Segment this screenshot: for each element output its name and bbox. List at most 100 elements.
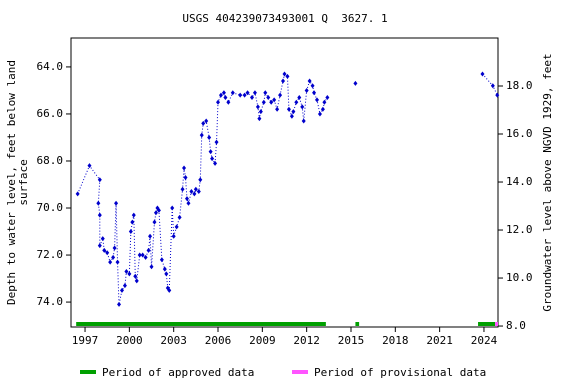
y-tick-label: 72.0 [37,248,64,261]
data-point [100,236,105,242]
y-tick-label: 66.0 [37,107,64,120]
data-point [162,266,167,272]
data-point [218,92,223,98]
data-point [97,212,102,218]
data-point [204,118,209,124]
data-point [130,219,135,225]
period-bar [76,322,326,326]
data-point [214,139,219,145]
data-point [223,94,228,100]
data-point [182,165,187,171]
data-point [210,156,215,162]
data-point [301,118,306,124]
data-point [245,90,250,96]
data-point [320,106,325,112]
data-point [156,207,161,213]
data-point [128,229,133,235]
data-point [286,106,291,112]
data-point [252,90,257,96]
data-point [124,269,129,275]
data-point [230,90,235,96]
y2-tick-label: 14.0 [506,175,533,188]
data-point [115,259,120,265]
data-point [153,210,158,216]
data-point [183,174,188,180]
data-point [226,99,231,105]
data-point [140,252,145,258]
legend-label: Period of provisional data [314,366,486,379]
x-tick-label: 2012 [293,334,320,347]
data-point [114,200,119,206]
data-point [192,191,197,197]
series-line [77,73,498,305]
data-point [278,92,283,98]
data-point [304,87,309,93]
data-point [87,163,92,169]
data-point [171,233,176,239]
period-bar [478,322,496,326]
data-point [221,90,226,96]
data-point [122,283,127,289]
x-tick-label: 2015 [338,334,365,347]
y-axis-label: Depth to water level, feet below land [5,60,18,305]
data-point [207,134,212,140]
y-tick-label: 74.0 [37,295,64,308]
data-point [263,90,268,96]
legend-label: Period of approved data [102,366,254,379]
data-point [164,271,169,277]
y2-tick-label: 18.0 [506,79,533,92]
data-point [199,132,204,138]
legend-swatch [292,370,308,374]
data-point [131,212,136,218]
data-point [300,104,305,110]
data-point [312,90,317,96]
y-axis-label: surface [17,159,30,205]
data-point [177,214,182,220]
data-point [148,233,153,239]
data-point [127,271,132,277]
data-point [186,200,191,206]
data-point [189,189,194,195]
data-point [269,99,274,105]
data-point [242,92,247,98]
data-point [96,200,101,206]
data-point [108,259,113,265]
data-point [159,257,164,263]
data-point [272,97,277,103]
data-point [193,186,198,192]
data-point [249,94,254,100]
legend-swatch [80,370,96,374]
data-point [146,247,151,253]
period-bar [495,322,498,326]
data-point [495,92,500,98]
x-tick-label: 2018 [382,334,409,347]
x-tick-label: 2000 [116,334,143,347]
data-point [134,278,139,284]
data-point [297,94,302,100]
data-point [258,109,263,115]
data-point [325,94,330,100]
data-point [97,243,102,249]
data-point [310,83,315,89]
data-point [170,205,175,211]
data-point [196,189,201,195]
data-point [216,99,221,105]
x-tick-label: 2009 [249,334,276,347]
data-point [353,80,358,86]
chart-title: USGS 404239073493001 Q 3627. 1 [182,12,387,25]
data-point [294,99,299,105]
data-point [275,106,280,112]
data-point [184,196,189,202]
data-point [102,247,107,253]
data-point [285,73,290,79]
data-point [97,177,102,183]
data-point [208,149,213,155]
y2-tick-label: 12.0 [506,223,533,236]
x-tick-label: 2021 [426,334,453,347]
data-point [117,301,122,307]
x-tick-label: 2006 [205,334,232,347]
data-point [307,78,312,84]
data-point [238,92,243,98]
